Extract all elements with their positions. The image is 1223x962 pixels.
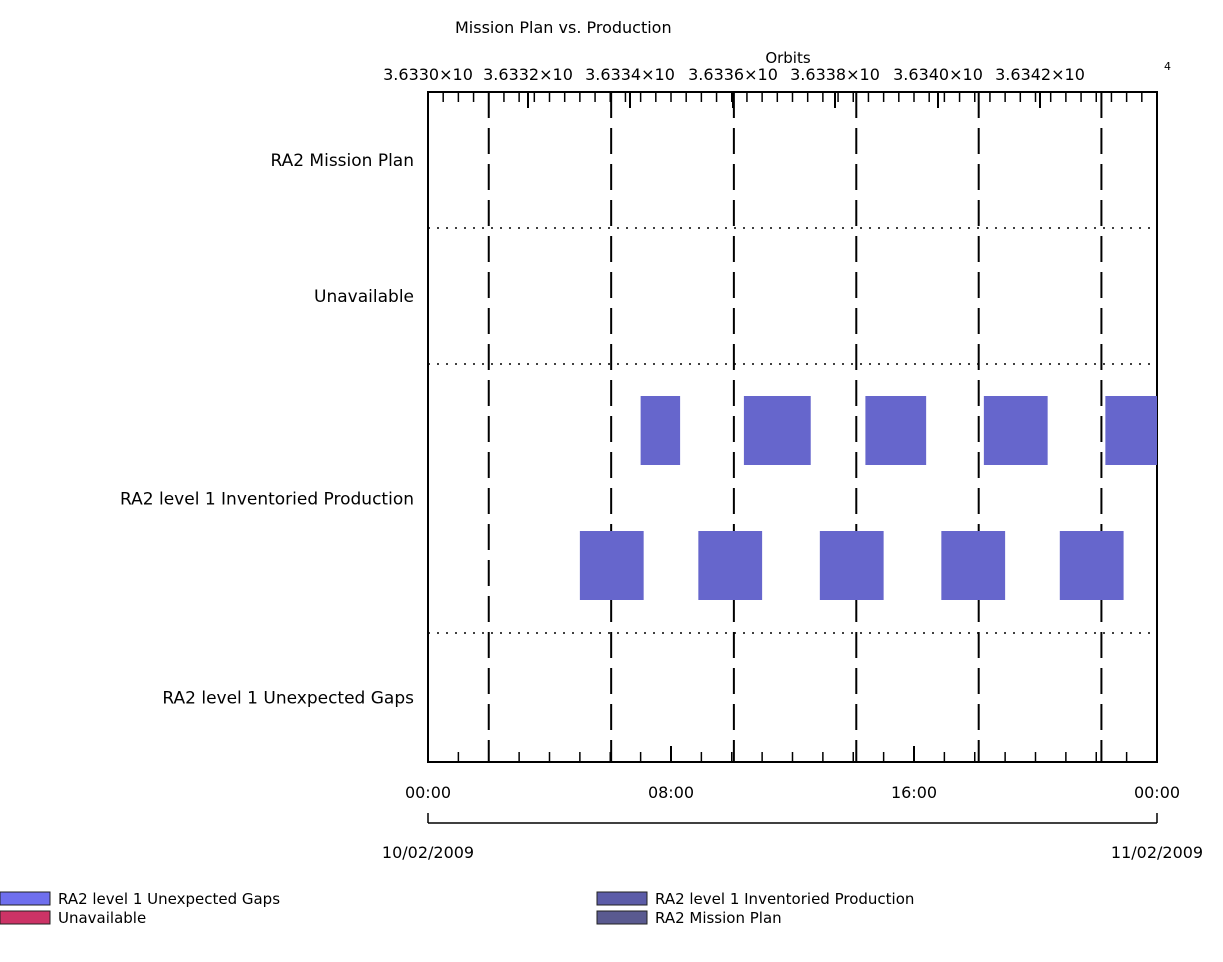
legend-label-3: RA2 level 1 Inventoried Production xyxy=(655,890,914,908)
top-axis-ticks: 3.6330×10 3.6332×10 3.6334×10 3.6336×10 3.63… xyxy=(383,60,1171,108)
bottom-tick-label-1: 00:00 xyxy=(405,783,451,802)
legend-swatch-2 xyxy=(0,910,51,925)
row-label-1: RA2 Mission Plan xyxy=(270,151,414,171)
top-axis-label: Orbits xyxy=(765,49,811,67)
date-axis: 10/02/2009 11/02/2009 xyxy=(382,813,1203,862)
production-bar-upper-1 xyxy=(640,396,681,465)
chart-title: Mission Plan vs. Production xyxy=(455,18,672,37)
legend-label-1: RA2 level 1 Unexpected Gaps xyxy=(58,890,280,908)
production-bar-lower-2 xyxy=(698,531,763,600)
top-axis-exponent: 4 xyxy=(1164,60,1171,73)
row-label-4: RA2 level 1 Unexpected Gaps xyxy=(162,689,414,709)
row-label-3: RA2 level 1 Inventoried Production xyxy=(120,490,414,510)
production-bar-lower-5 xyxy=(1059,531,1124,600)
legend-label-2: Unavailable xyxy=(58,909,146,927)
production-bars xyxy=(579,396,1157,600)
top-tick-label-6: 3.6340×10 xyxy=(893,65,983,84)
production-bar-lower-3 xyxy=(819,531,884,600)
top-tick-label-7: 3.6342×10 xyxy=(995,65,1085,84)
date-label-1: 10/02/2009 xyxy=(382,843,474,862)
production-bar-upper-4 xyxy=(983,396,1048,465)
legend-label-4: RA2 Mission Plan xyxy=(655,909,782,927)
top-tick-label-5: 3.6338×10 xyxy=(790,65,880,84)
bottom-tick-label-4: 00:00 xyxy=(1134,783,1180,802)
top-tick-label-3: 3.6334×10 xyxy=(585,65,675,84)
orbit-lines xyxy=(487,92,1103,762)
top-tick-label-1: 3.6330×10 xyxy=(383,65,473,84)
row-label-2: Unavailable xyxy=(314,287,414,307)
legend-swatch-4 xyxy=(596,910,648,925)
bottom-tick-label-3: 16:00 xyxy=(891,783,937,802)
production-bar-lower-4 xyxy=(941,531,1006,600)
legend-swatch-3 xyxy=(596,891,648,906)
row-labels: RA2 Mission Plan Unavailable RA2 level 1 I… xyxy=(120,151,414,709)
date-label-2: 11/02/2009 xyxy=(1111,843,1203,862)
production-bar-upper-5 xyxy=(1105,396,1157,465)
production-bar-upper-3 xyxy=(865,396,927,465)
bottom-axis-ticks: 00:00 08:00 16:00 00:00 xyxy=(405,746,1180,802)
production-bar-upper-2 xyxy=(743,396,811,465)
top-tick-label-2: 3.6332×10 xyxy=(483,65,573,84)
top-tick-label-4: 3.6336×10 xyxy=(688,65,778,84)
legend-swatch-1 xyxy=(0,891,51,906)
production-bar-lower-1 xyxy=(579,531,644,600)
bottom-tick-label-2: 08:00 xyxy=(648,783,694,802)
